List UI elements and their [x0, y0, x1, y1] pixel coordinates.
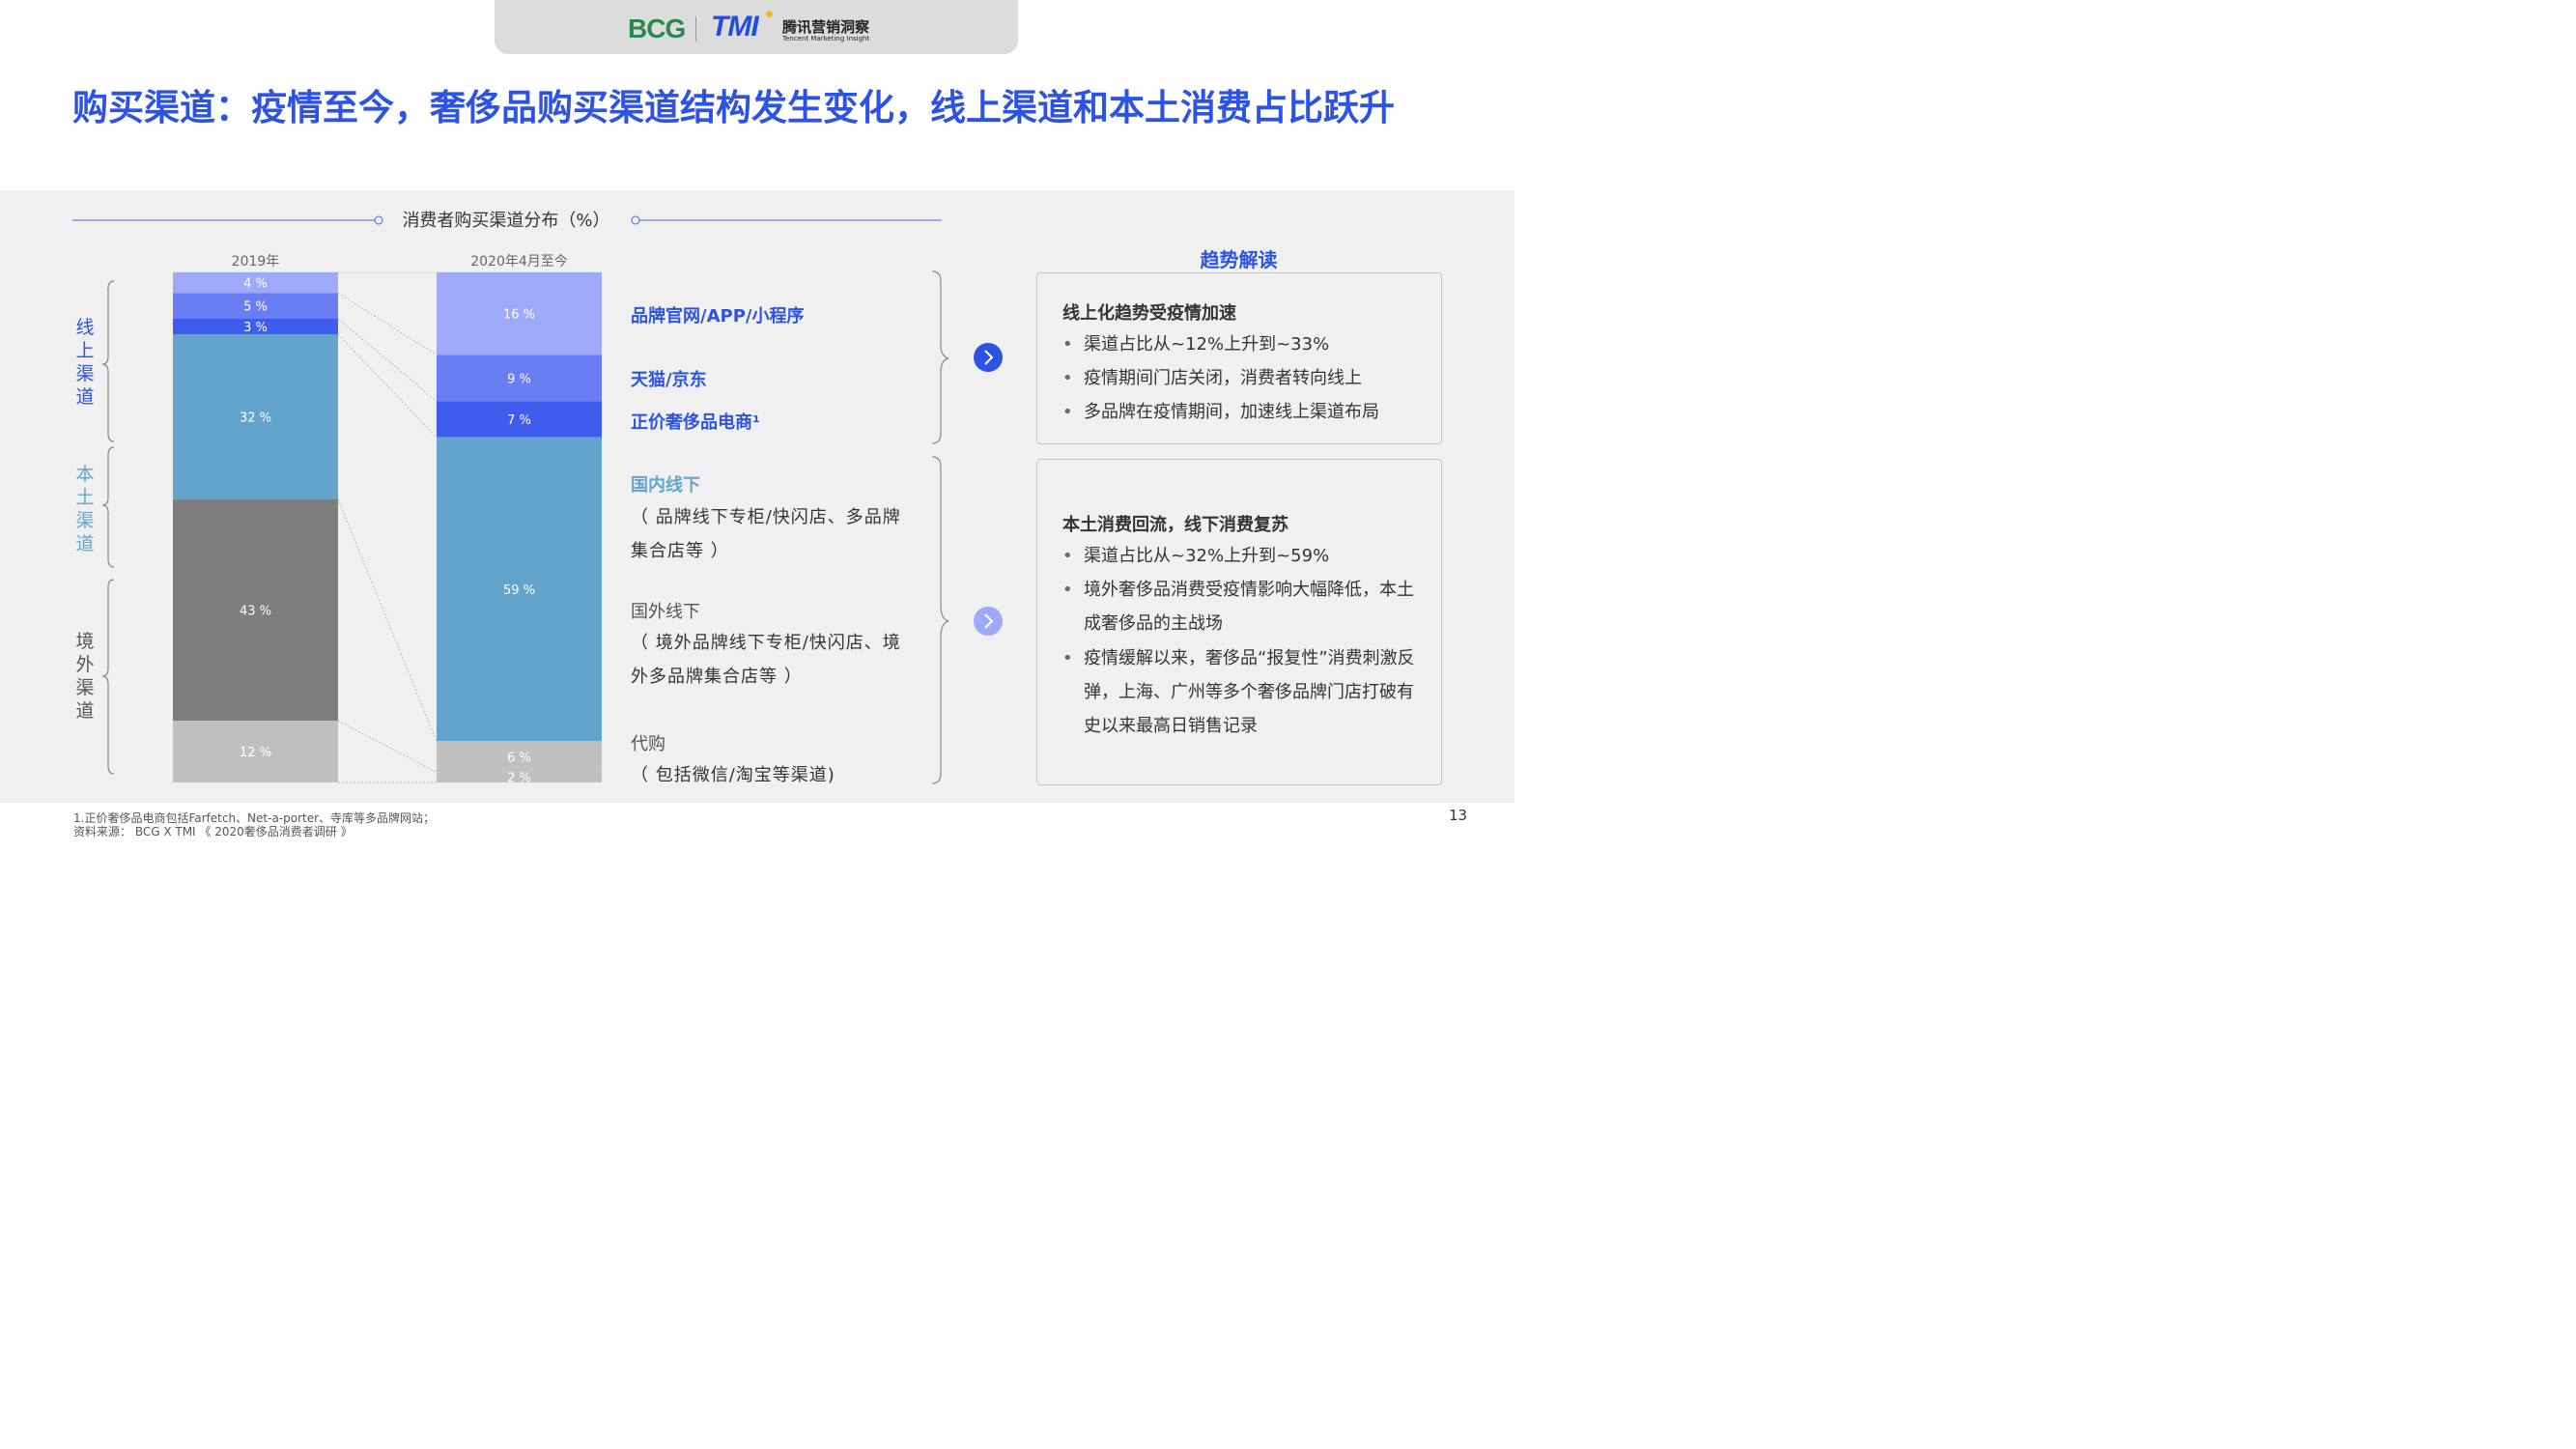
bar-segment	[173, 319, 338, 334]
connector-line	[337, 498, 438, 742]
insight-item: 疫情期间门店关闭，消费者转向线上	[1062, 361, 1430, 395]
chart-title-group: 消费者购买渠道分布（%）	[72, 211, 942, 231]
bar-value-label: 5 %	[243, 300, 268, 315]
bar-value-label: 7 %	[507, 413, 531, 428]
source-note: 资料来源： BCG X TMI 《 2020奢侈品消费者调研 》	[73, 825, 353, 838]
bar-segment	[173, 272, 338, 294]
tmi-logo-dot	[766, 11, 773, 17]
page-title: 购买渠道：疫情至今，奢侈品购买渠道结构发生变化，线上渠道和本土消费占比跃升	[72, 87, 1395, 128]
bar-value-label: 2 %	[507, 772, 531, 786]
legend-tmall-jd: 天猫/京东	[631, 370, 707, 390]
legend-daigou-desc: （ 包括微信/淘宝等渠道)	[631, 765, 835, 785]
chart-title: 消费者购买渠道分布（%）	[402, 211, 609, 231]
legend-overseas-offline-desc: （ 境外品牌线下专柜/快闪店、境外多品牌集合店等 ）	[631, 633, 901, 687]
insight-item: 渠道占比从~12%上升到~33%	[1062, 327, 1430, 361]
bracket-overseas	[101, 579, 115, 775]
bar-segment	[173, 293, 338, 319]
footnote: 1.正价奢侈品电商包括Farfetch、Net-a-porter、寺库等多品牌网…	[73, 811, 436, 825]
bar-segment	[437, 401, 602, 438]
logo-divider	[695, 16, 696, 42]
x-tick-label: 2019年	[232, 254, 280, 270]
bracket-domestic	[101, 446, 115, 568]
legend-luxury-ecommerce: 正价奢侈品电商¹	[631, 412, 760, 433]
bracket-right-online	[931, 270, 949, 444]
x-tick-label: 2020年4月至今	[470, 254, 568, 270]
insight-item: 疫情缓解以来，奢侈品“报复性”消费刺激反弹，上海、广州等多个奢侈品牌门店打破有史…	[1062, 641, 1430, 743]
bracket-online	[101, 280, 115, 442]
insight-item: 渠道占比从~32%上升到~59%	[1062, 539, 1430, 573]
tmi-cn-name: 腾讯营销洞察	[782, 18, 870, 36]
bar-segment	[437, 741, 602, 773]
group-label-online: 线上渠道	[75, 317, 95, 408]
bar-segment	[173, 721, 338, 782]
insight-box-domestic: 本土消费回流，线下消费复苏 渠道占比从~32%上升到~59% 境外奢侈品消费受疫…	[1036, 459, 1442, 785]
bar-segment	[437, 437, 602, 742]
legend-domestic-offline-desc: （ 品牌线下专柜/快闪店、多品牌集合店等 ）	[631, 507, 901, 561]
bar-segment	[437, 772, 602, 782]
bar-segment	[173, 498, 338, 721]
bar-value-label: 59 %	[503, 583, 535, 598]
bar-segment	[173, 334, 338, 499]
brackets-layer	[101, 270, 949, 784]
bar-value-label: 16 %	[503, 308, 535, 323]
bar-value-label: 32 %	[240, 411, 271, 425]
bar-value-label: 4 %	[243, 277, 268, 292]
legend-overseas-offline: 国外线下	[631, 602, 700, 622]
tmi-en-name: Tencent Marketing Insight	[782, 35, 870, 43]
legend-domestic-offline: 国内线下	[631, 475, 700, 496]
insight-heading: 线上化趋势受疫情加速	[1062, 303, 1236, 324]
insight-heading: 本土消费回流，线下消费复苏	[1062, 515, 1288, 535]
header-tab	[495, 0, 1018, 54]
bar-value-label: 6 %	[507, 751, 531, 765]
connector-line	[337, 318, 438, 402]
tmi-logo: TMI	[711, 11, 759, 43]
bar-value-label: 9 %	[507, 372, 531, 386]
insight-box-online: 线上化趋势受疫情加速 渠道占比从~12%上升到~33% 疫情期间门店关闭，消费者…	[1036, 272, 1442, 444]
bars-layer: 4 % 5 % 3 % 32 % 43 % 12 % 2019年 16 % 9 % 7 % 59 %…	[173, 254, 602, 786]
bar-value-label: 43 %	[240, 604, 271, 618]
insight-item: 境外奢侈品消费受疫情影响大幅降低，本土成奢侈品的主战场	[1062, 573, 1430, 640]
insight-item: 多品牌在疫情期间，加速线上渠道布局	[1062, 395, 1430, 429]
insights-title: 趋势解读	[1200, 248, 1278, 271]
group-label-overseas: 境外渠道	[75, 631, 95, 722]
connector-line	[337, 720, 438, 773]
group-label-domestic: 本土渠道	[75, 464, 95, 554]
page-number: 13	[1449, 807, 1468, 824]
stacked-bar-chart: 消费者购买渠道分布（%） 4 % 5 % 3 % 32 % 43 % 12 % 2019年 1…	[72, 211, 949, 786]
chevron-right-icon	[974, 343, 1003, 372]
chevron-right-icon	[974, 607, 1003, 636]
legend-daigou: 代购	[631, 734, 665, 754]
bracket-right-domestic	[931, 456, 949, 784]
connector-line	[337, 292, 438, 355]
bar-segment	[437, 355, 602, 402]
bcg-logo: BCG	[628, 14, 686, 43]
bar-segment	[437, 272, 602, 355]
bar-value-label: 3 %	[243, 321, 268, 335]
bar-value-label: 12 %	[240, 746, 271, 760]
legend-brand-official: 品牌官网/APP/小程序	[631, 306, 805, 327]
connector-line	[337, 333, 438, 438]
